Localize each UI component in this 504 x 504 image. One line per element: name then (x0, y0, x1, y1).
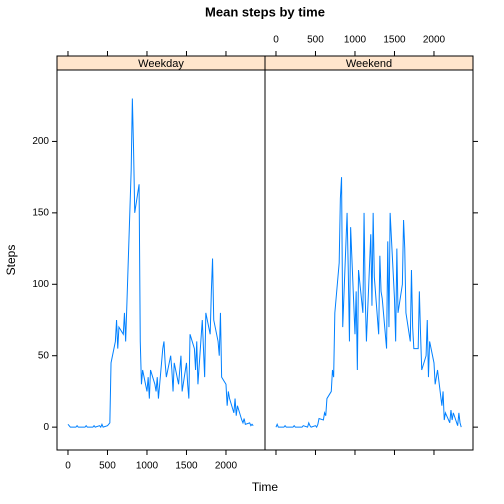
x-tick-label: 0 (65, 461, 71, 472)
x-tick-label: 1500 (175, 461, 198, 472)
y-axis-label: Steps (4, 245, 18, 276)
y-tick-label: 150 (32, 207, 49, 218)
y-tick-label: 50 (38, 350, 50, 361)
strip-label: Weekend (346, 58, 392, 70)
x-tick-label: 1000 (136, 461, 159, 472)
y-tick-label: 100 (32, 279, 49, 290)
strip-label: Weekday (138, 58, 184, 70)
panel-frame (56, 55, 266, 451)
x-tick-label: 500 (99, 461, 116, 472)
x-tick-label: 500 (307, 35, 324, 46)
line (275, 177, 462, 429)
x-axis-label: Time (252, 480, 279, 494)
chart-title: Mean steps by time (205, 4, 325, 19)
x-tick-label: 2000 (215, 461, 238, 472)
strip (264, 55, 474, 71)
x-tick-label: 2000 (423, 35, 446, 46)
x-tick-label: 1500 (383, 35, 406, 46)
panel-frame (264, 55, 474, 451)
y-tick-label: 0 (43, 422, 49, 433)
y-tick-label: 200 (32, 136, 49, 147)
line (67, 98, 254, 429)
x-tick-label: 0 (273, 35, 279, 46)
x-tick-label: 1000 (344, 35, 367, 46)
